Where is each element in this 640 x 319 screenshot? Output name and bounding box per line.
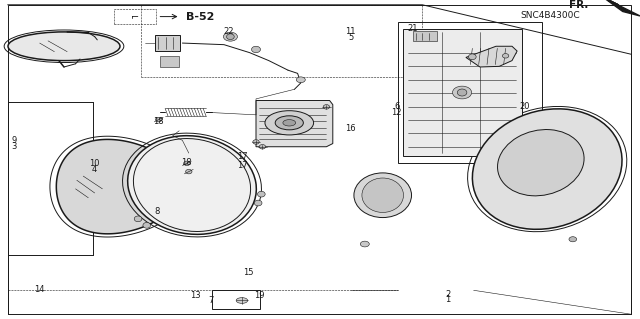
- Text: 19: 19: [254, 291, 264, 300]
- Text: 15: 15: [243, 268, 253, 277]
- Text: 21: 21: [408, 24, 418, 33]
- Bar: [155, 35, 180, 51]
- Ellipse shape: [360, 241, 369, 247]
- Ellipse shape: [8, 32, 120, 61]
- Ellipse shape: [497, 130, 584, 196]
- Bar: [160, 56, 179, 67]
- Ellipse shape: [134, 216, 142, 222]
- Bar: [413, 31, 437, 41]
- Text: 5: 5: [348, 33, 353, 42]
- Text: 4: 4: [92, 165, 97, 174]
- Text: 20: 20: [520, 102, 530, 111]
- Ellipse shape: [127, 136, 257, 234]
- Bar: [398, 22, 542, 163]
- Ellipse shape: [143, 222, 150, 228]
- Ellipse shape: [296, 77, 305, 83]
- Text: 17: 17: [237, 161, 247, 170]
- Text: 8: 8: [154, 207, 159, 216]
- Text: 3: 3: [12, 142, 17, 151]
- Bar: [114, 9, 156, 24]
- Text: 10: 10: [90, 159, 100, 168]
- Circle shape: [265, 111, 314, 135]
- Ellipse shape: [259, 145, 266, 149]
- Bar: [403, 29, 522, 156]
- Ellipse shape: [254, 200, 262, 206]
- Ellipse shape: [362, 178, 404, 212]
- Bar: [212, 290, 260, 309]
- Text: 11: 11: [346, 27, 356, 36]
- Ellipse shape: [236, 298, 248, 303]
- Circle shape: [275, 116, 303, 130]
- Ellipse shape: [184, 161, 190, 166]
- Text: 13: 13: [190, 291, 200, 300]
- Ellipse shape: [223, 32, 237, 41]
- Ellipse shape: [468, 54, 476, 60]
- Text: 16: 16: [346, 124, 356, 133]
- Text: 9: 9: [12, 136, 17, 145]
- Text: 1: 1: [445, 295, 451, 304]
- Text: 18: 18: [154, 117, 164, 126]
- Ellipse shape: [569, 237, 577, 242]
- Ellipse shape: [323, 105, 330, 109]
- Ellipse shape: [452, 86, 472, 99]
- Text: 2: 2: [445, 290, 451, 299]
- Circle shape: [283, 120, 296, 126]
- Text: ⌐: ⌐: [131, 11, 139, 22]
- Polygon shape: [602, 0, 640, 16]
- Text: 7: 7: [209, 296, 214, 305]
- Text: SNC4B4300C: SNC4B4300C: [520, 11, 580, 20]
- Text: FR.: FR.: [570, 0, 589, 10]
- Ellipse shape: [472, 109, 622, 229]
- Text: B-52: B-52: [186, 11, 214, 22]
- Ellipse shape: [156, 117, 162, 122]
- Polygon shape: [256, 100, 333, 147]
- Ellipse shape: [354, 173, 412, 218]
- Ellipse shape: [253, 140, 259, 144]
- Ellipse shape: [457, 89, 467, 96]
- Text: 14: 14: [35, 285, 45, 294]
- Text: 12: 12: [392, 108, 402, 117]
- Ellipse shape: [186, 169, 192, 174]
- Ellipse shape: [227, 34, 234, 40]
- Text: 6: 6: [394, 102, 399, 111]
- Text: 22: 22: [224, 27, 234, 36]
- Text: 18: 18: [182, 158, 192, 167]
- Ellipse shape: [257, 191, 265, 197]
- Ellipse shape: [252, 46, 260, 53]
- Ellipse shape: [502, 54, 509, 58]
- Polygon shape: [56, 139, 182, 234]
- Polygon shape: [466, 46, 517, 67]
- Text: 17: 17: [237, 152, 247, 161]
